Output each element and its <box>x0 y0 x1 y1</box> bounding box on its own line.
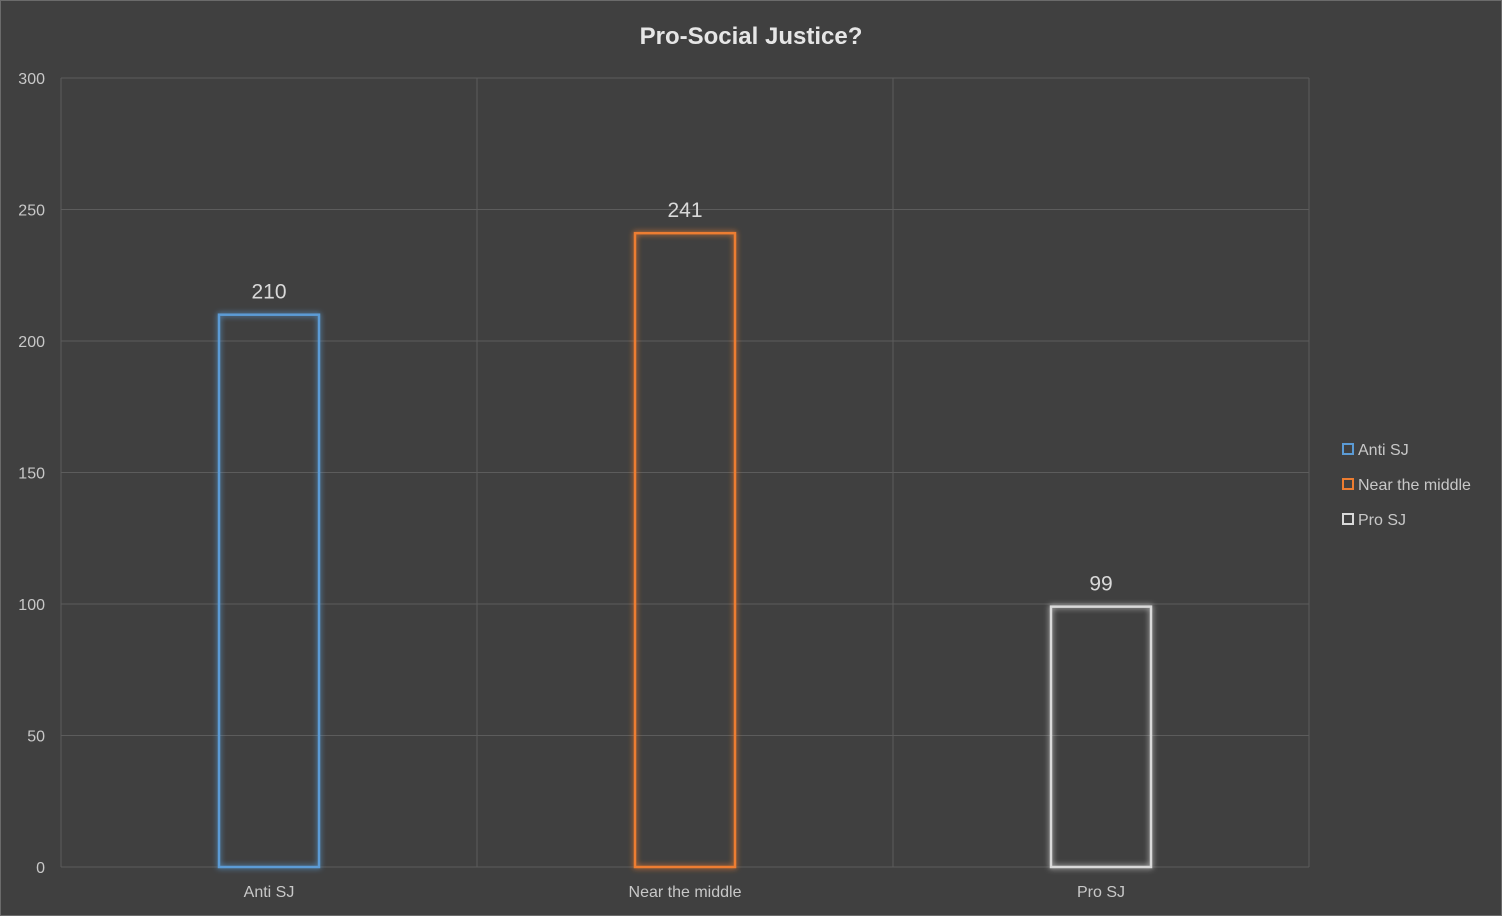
y-tick-label: 0 <box>36 860 45 877</box>
bars <box>217 231 1153 869</box>
x-axis-categories: Anti SJ Near the middle Pro SJ <box>244 884 1125 901</box>
y-tick-label: 250 <box>18 203 45 220</box>
data-label: 99 <box>1089 573 1112 596</box>
legend-swatch <box>1342 443 1354 455</box>
legend-label: Pro SJ <box>1358 512 1406 529</box>
legend-swatch <box>1342 478 1354 490</box>
legend-label: Near the middle <box>1358 477 1471 494</box>
legend: Anti SJ Near the middle Pro SJ <box>1342 442 1471 529</box>
x-category-label: Pro SJ <box>1077 884 1125 901</box>
grid-layer <box>60 77 1310 868</box>
x-category-label: Anti SJ <box>244 884 295 901</box>
bar <box>633 231 737 869</box>
x-category-label: Near the middle <box>629 884 742 901</box>
y-tick-label: 200 <box>18 334 45 351</box>
data-labels: 210 241 99 <box>251 199 1112 595</box>
bar <box>1049 605 1153 869</box>
y-axis-ticks: 0 50 100 150 200 250 300 <box>18 71 45 877</box>
y-tick-label: 300 <box>18 71 45 88</box>
data-label: 210 <box>251 281 286 304</box>
chart-title: Pro-Social Justice? <box>640 23 863 50</box>
bar <box>217 313 321 869</box>
legend-swatch <box>1342 513 1354 525</box>
y-tick-label: 150 <box>18 466 45 483</box>
y-tick-label: 100 <box>18 597 45 614</box>
data-label: 241 <box>667 199 702 222</box>
legend-label: Anti SJ <box>1358 442 1409 459</box>
y-tick-label: 50 <box>27 729 45 746</box>
